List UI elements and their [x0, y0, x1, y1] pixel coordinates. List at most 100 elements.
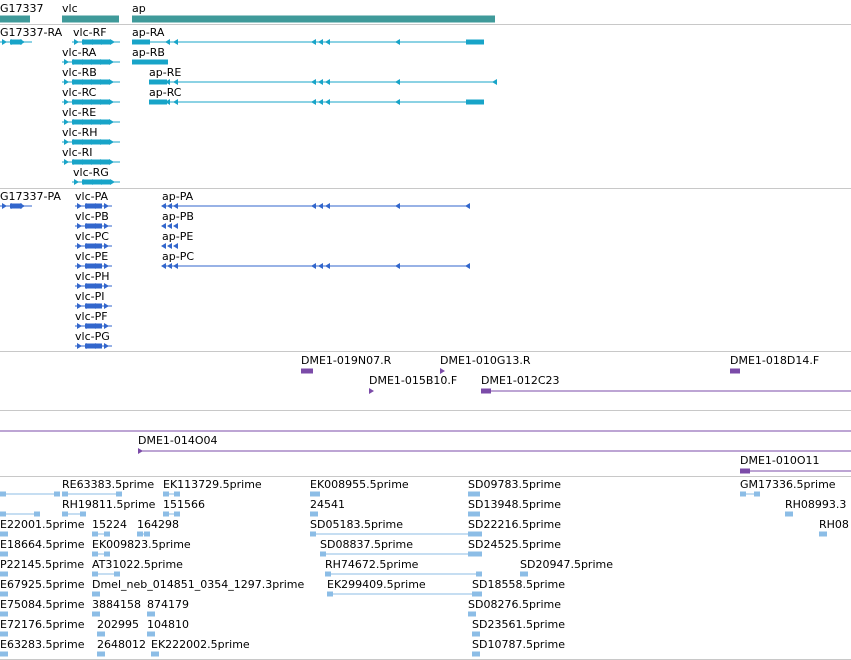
transcript-label[interactable]: vlc-RA: [62, 46, 97, 59]
est-label[interactable]: EK009823.5prime: [92, 538, 191, 551]
protein-label[interactable]: vlc-PI: [75, 290, 105, 303]
transcript-label[interactable]: vlc-RC: [62, 86, 97, 99]
protein-label[interactable]: ap-PB: [162, 210, 194, 223]
transcript-label[interactable]: ap-RE: [149, 66, 182, 79]
gene-label[interactable]: vlc: [62, 2, 78, 15]
transcript-label[interactable]: vlc-RG: [73, 166, 109, 179]
est-label[interactable]: 202995: [97, 618, 139, 631]
transcript-glyph: [73, 79, 78, 85]
gene-label[interactable]: G17337: [0, 2, 44, 15]
est-label[interactable]: E63283.5prime: [0, 638, 85, 651]
est-label[interactable]: 104810: [147, 618, 189, 631]
est-label[interactable]: SD05183.5prime: [310, 518, 403, 531]
track-divider: [0, 188, 851, 189]
protein-label[interactable]: vlc-PC: [75, 230, 109, 243]
est-label[interactable]: EK222002.5prime: [151, 638, 250, 651]
est-label[interactable]: SD18558.5prime: [472, 578, 565, 591]
est-label[interactable]: SD09783.5prime: [468, 478, 561, 491]
est-label[interactable]: 874179: [147, 598, 189, 611]
est-label[interactable]: E67925.5prime: [0, 578, 85, 591]
transcript-label[interactable]: G17337-RA: [0, 26, 63, 39]
transcript-glyph: [82, 59, 87, 65]
est-label[interactable]: 15224: [92, 518, 127, 531]
bac-end-label[interactable]: DME1-010O11: [740, 454, 820, 467]
est-label[interactable]: RH08993.3: [785, 498, 847, 511]
est-glyph: [785, 511, 793, 517]
est-label[interactable]: EK299409.5prime: [327, 578, 426, 591]
est-label[interactable]: SD20947.5prime: [520, 558, 613, 571]
transcript-glyph: [64, 139, 69, 145]
transcript-glyph: [325, 99, 330, 105]
est-label[interactable]: SD22216.5prime: [468, 518, 561, 531]
protein-label[interactable]: ap-PC: [162, 250, 195, 263]
bac-label[interactable]: DME1-010G13.R: [440, 354, 531, 367]
protein-label[interactable]: vlc-PH: [75, 270, 110, 283]
est-label[interactable]: 164298: [137, 518, 179, 531]
est-label[interactable]: SD13948.5prime: [468, 498, 561, 511]
protein-label[interactable]: vlc-PE: [75, 250, 109, 263]
est-label[interactable]: SD24525.5prime: [468, 538, 561, 551]
est-label[interactable]: 3884158: [92, 598, 141, 611]
est-label[interactable]: GM17336.5prime: [740, 478, 836, 491]
gene-glyph: [62, 15, 119, 23]
est-label[interactable]: SD08276.5prime: [468, 598, 561, 611]
bac-label[interactable]: DME1-015B10.F: [369, 374, 458, 387]
transcript-label[interactable]: vlc-RB: [62, 66, 97, 79]
est-label[interactable]: E18664.5prime: [0, 538, 85, 551]
bac-label[interactable]: DME1-018D14.F: [730, 354, 820, 367]
est-label[interactable]: Dmel_neb_014851_0354_1297.3prime: [92, 578, 305, 591]
est-glyph: [0, 491, 6, 497]
est-label[interactable]: SD08837.5prime: [320, 538, 413, 551]
est-label[interactable]: 2648012: [97, 638, 146, 651]
est-label[interactable]: RH19811.5prime: [62, 498, 156, 511]
protein-glyph: [173, 203, 178, 209]
transcript-label[interactable]: vlc-RF: [73, 26, 107, 39]
protein-glyph: [104, 303, 109, 309]
est-label[interactable]: RH74672.5prime: [325, 558, 419, 571]
transcript-glyph: [318, 39, 323, 45]
est-glyph: [104, 531, 110, 537]
est-label[interactable]: RH08: [819, 518, 849, 531]
transcript-glyph: [64, 59, 69, 65]
est-label[interactable]: 151566: [163, 498, 205, 511]
protein-glyph: [77, 203, 82, 209]
transcript-label[interactable]: vlc-RE: [62, 106, 97, 119]
bac-label[interactable]: DME1-019N07.R: [301, 354, 392, 367]
protein-label[interactable]: ap-PA: [162, 190, 194, 203]
est-glyph: [0, 511, 6, 517]
protein-label[interactable]: vlc-PG: [75, 330, 110, 343]
gene-label[interactable]: ap: [132, 2, 146, 15]
protein-label[interactable]: vlc-PB: [75, 210, 109, 223]
bac-end-label[interactable]: DME1-014O04: [138, 434, 218, 447]
transcript-label[interactable]: vlc-RH: [62, 126, 98, 139]
est-label[interactable]: RE63383.5prime: [62, 478, 155, 491]
transcript-label[interactable]: vlc-RI: [62, 146, 93, 159]
est-glyph: [116, 491, 122, 497]
protein-label[interactable]: vlc-PF: [75, 310, 108, 323]
est-label[interactable]: E75084.5prime: [0, 598, 85, 611]
bac-label[interactable]: DME1-012C23: [481, 374, 560, 387]
transcript-label[interactable]: ap-RC: [149, 86, 182, 99]
transcript-label[interactable]: ap-RB: [132, 46, 165, 59]
est-label[interactable]: 24541: [310, 498, 345, 511]
est-glyph: [94, 591, 100, 597]
protein-label[interactable]: G17337-PA: [0, 190, 61, 203]
est-glyph: [310, 491, 316, 497]
est-label[interactable]: P22145.5prime: [0, 558, 85, 571]
protein-glyph: [86, 203, 91, 209]
est-label[interactable]: AT31022.5prime: [92, 558, 183, 571]
transcript-glyph: [110, 39, 115, 45]
est-glyph: [819, 531, 827, 537]
est-label[interactable]: E72176.5prime: [0, 618, 85, 631]
est-label[interactable]: EK008955.5prime: [310, 478, 409, 491]
transcript-label[interactable]: ap-RA: [132, 26, 165, 39]
protein-label[interactable]: ap-PE: [162, 230, 194, 243]
transcript-glyph: [149, 99, 167, 105]
est-label[interactable]: SD10787.5prime: [472, 638, 565, 651]
est-label[interactable]: EK113729.5prime: [163, 478, 262, 491]
protein-label[interactable]: vlc-PA: [75, 190, 109, 203]
est-label[interactable]: SD23561.5prime: [472, 618, 565, 631]
protein-glyph: [465, 263, 470, 269]
protein-glyph: [86, 263, 91, 269]
est-label[interactable]: E22001.5prime: [0, 518, 85, 531]
